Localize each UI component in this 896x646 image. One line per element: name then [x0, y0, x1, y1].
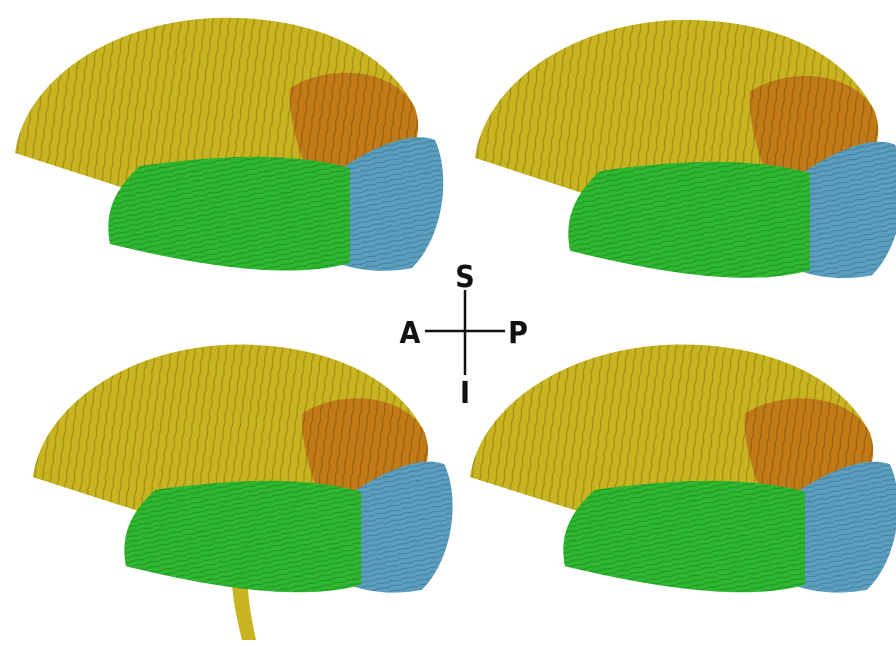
figure: S A P I: [0, 0, 896, 646]
label-anterior: A: [400, 316, 421, 351]
brain-tractography: [470, 345, 896, 593]
brain-tractography: [475, 20, 896, 278]
brain-tractography: [33, 345, 453, 640]
orientation-cross: S A P I: [400, 260, 528, 411]
label-posterior: P: [508, 316, 528, 351]
label-inferior: I: [460, 376, 470, 411]
page: S A P I (() => { const data = JSON.parse…: [0, 0, 896, 646]
brain-tractography: [15, 18, 443, 271]
label-superior: S: [455, 260, 474, 295]
